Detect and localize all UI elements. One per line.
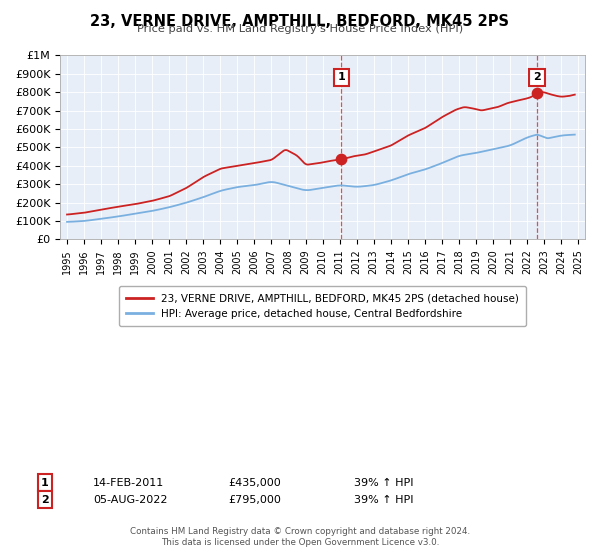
Text: This data is licensed under the Open Government Licence v3.0.: This data is licensed under the Open Gov… bbox=[161, 538, 439, 547]
Text: £795,000: £795,000 bbox=[228, 494, 281, 505]
Text: 2: 2 bbox=[533, 72, 541, 82]
Text: Contains HM Land Registry data © Crown copyright and database right 2024.: Contains HM Land Registry data © Crown c… bbox=[130, 528, 470, 536]
Text: 14-FEB-2011: 14-FEB-2011 bbox=[93, 478, 164, 488]
Point bbox=[337, 155, 346, 164]
Text: Price paid vs. HM Land Registry's House Price Index (HPI): Price paid vs. HM Land Registry's House … bbox=[137, 24, 463, 34]
Text: 2: 2 bbox=[41, 494, 49, 505]
Text: 23, VERNE DRIVE, AMPTHILL, BEDFORD, MK45 2PS: 23, VERNE DRIVE, AMPTHILL, BEDFORD, MK45… bbox=[91, 14, 509, 29]
Text: 39% ↑ HPI: 39% ↑ HPI bbox=[354, 478, 413, 488]
Text: 39% ↑ HPI: 39% ↑ HPI bbox=[354, 494, 413, 505]
Text: 1: 1 bbox=[41, 478, 49, 488]
Point bbox=[532, 88, 542, 97]
Text: 1: 1 bbox=[337, 72, 345, 82]
Text: 05-AUG-2022: 05-AUG-2022 bbox=[93, 494, 167, 505]
Text: £435,000: £435,000 bbox=[228, 478, 281, 488]
Legend: 23, VERNE DRIVE, AMPTHILL, BEDFORD, MK45 2PS (detached house), HPI: Average pric: 23, VERNE DRIVE, AMPTHILL, BEDFORD, MK45… bbox=[119, 286, 526, 326]
